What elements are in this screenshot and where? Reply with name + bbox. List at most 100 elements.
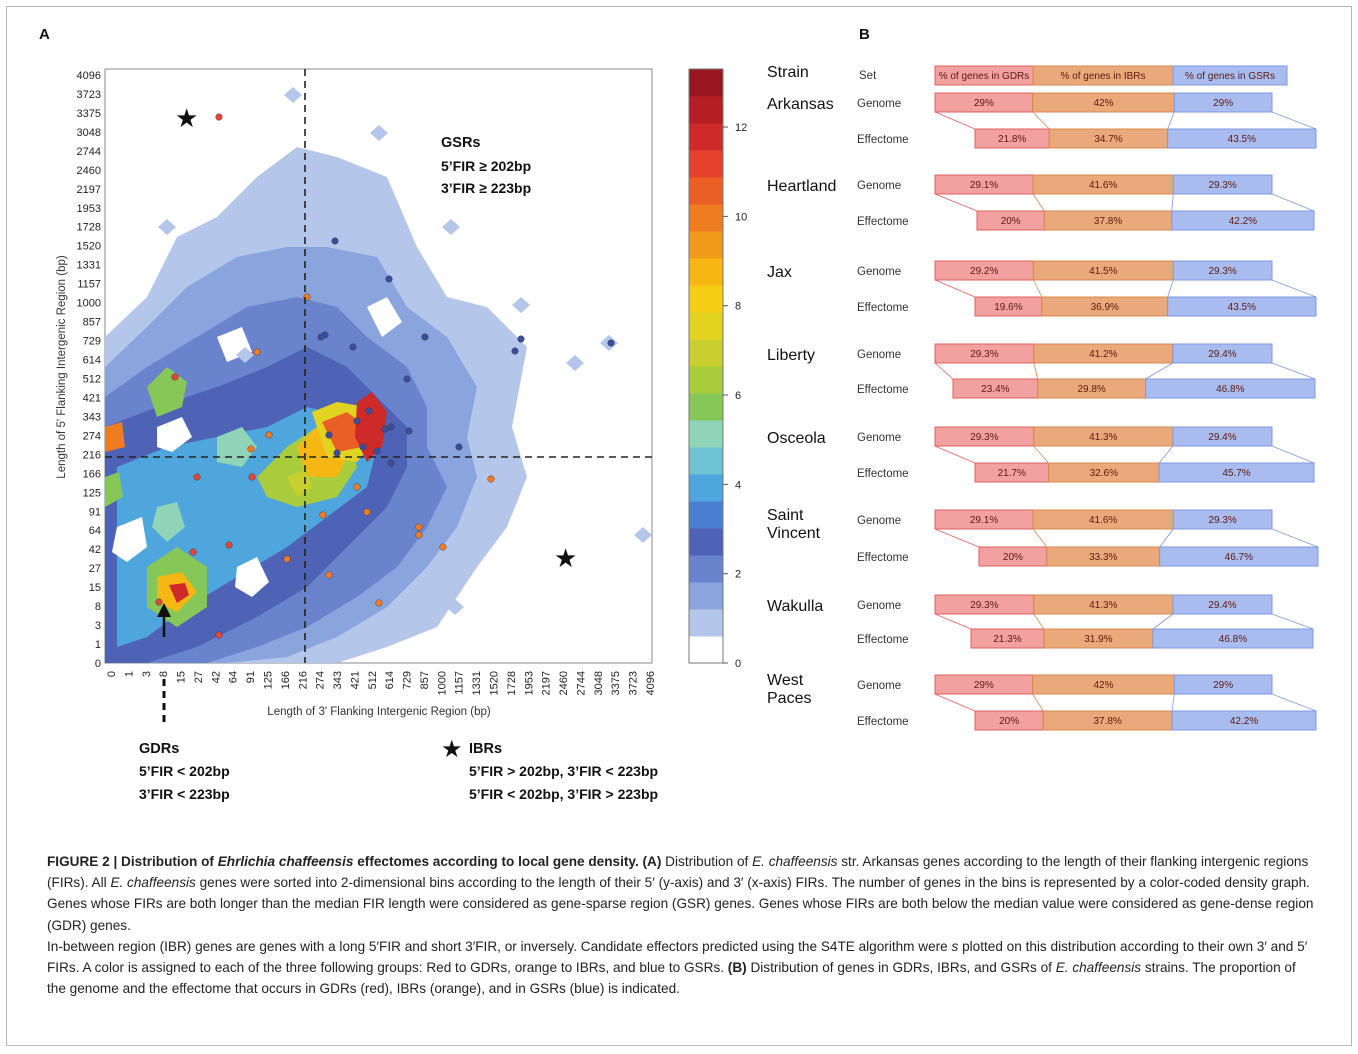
effector-point [253, 348, 261, 356]
genome-segment [1172, 509, 1273, 530]
x-tick-label: 1953 [523, 671, 535, 695]
strain-rows: Arkansas Genome Effectome 29% 42% 29% 21.8% 34.… [767, 92, 1319, 731]
connector-line [1145, 362, 1174, 380]
x-tick-label: 91 [245, 671, 257, 683]
effector-point [353, 483, 361, 491]
genome-label: 29.3% [1208, 180, 1236, 191]
y-tick-label: 3 [95, 620, 101, 632]
colorbar-swatch [689, 420, 723, 448]
y-tick-label: 15 [89, 582, 101, 594]
connector-line [934, 362, 954, 380]
x-tick-label: 2460 [558, 671, 570, 695]
connector-line [934, 693, 976, 712]
effectome-label: 20% [999, 716, 1019, 727]
effectome-label: 20% [1001, 216, 1021, 227]
caption-label-italic: Ehrlichia chaffeensis [217, 854, 354, 869]
gsr-label: GSRs [441, 135, 481, 151]
effector-point [189, 548, 197, 556]
colorbar-swatch [689, 312, 723, 340]
density-cell [446, 599, 464, 615]
strain-name: Paces [767, 690, 811, 707]
strain-name: Liberty [767, 347, 815, 364]
connector-line [934, 528, 980, 548]
genome-label: 41.6% [1089, 180, 1117, 191]
panel-b-bars: Strain Set % of genes in GDRs% of genes … [767, 64, 1319, 731]
strain-row: Wakulla Genome Effectome 29.3% 41.3% 29.4% 21.… [767, 594, 1314, 649]
effectome-label: 21.3% [993, 634, 1021, 645]
x-axis-ticks: 0 1 3 8 15 27 42 64 91 125 166 216 274 343 421 512 614 72… [106, 671, 657, 695]
y-tick-label: 1 [95, 639, 101, 651]
density-contour [152, 502, 185, 542]
x-tick-label: 614 [384, 671, 396, 689]
density-contour [105, 472, 123, 507]
ibr-line-1: 5’FIR > 202bp, 3’FIR < 223bp [469, 763, 658, 779]
effectome-segment [1159, 546, 1319, 567]
caption-label: FIGURE 2 | Distribution of [47, 854, 218, 869]
effector-point [171, 373, 179, 381]
effector-point [607, 339, 615, 347]
connector-line [1271, 193, 1315, 212]
density-cell [512, 297, 530, 313]
connector-line [1271, 528, 1319, 548]
colorbar-swatch [689, 447, 723, 475]
genome-label: 29.4% [1208, 349, 1236, 360]
caption-text-2: str. Arkansas genes according to the len… [47, 854, 1309, 891]
effectome-label: 29.8% [1077, 384, 1105, 395]
connector-line [934, 279, 976, 298]
density-cell [338, 163, 356, 179]
colorbar-swatch [689, 582, 723, 610]
density-contour [169, 583, 189, 603]
x-tick-label: 3723 [628, 671, 640, 695]
effectome-label: 46.8% [1216, 384, 1244, 395]
figure-caption: FIGURE 2 | Distribution of Ehrlichia cha… [47, 851, 1317, 999]
genome-label: 41.3% [1089, 600, 1117, 611]
effectome-label: 37.8% [1093, 716, 1121, 727]
effectome-label: 46.8% [1219, 634, 1247, 645]
gdr-3fir: 3’FIR < 223bp [139, 786, 230, 802]
effector-point [248, 473, 256, 481]
density-contours [105, 87, 652, 663]
gdr-label: GDRs [139, 741, 179, 757]
genome-segment [1172, 260, 1273, 281]
colorbar-swatch [689, 69, 723, 97]
effectome-label: 20% [1003, 552, 1023, 563]
strain-row: Heartland Genome Effectome 29.1% 41.6% 29.3% 2… [767, 174, 1315, 231]
y-tick-label: 64 [89, 525, 101, 537]
effectome-label: 36.9% [1091, 302, 1119, 313]
x-tick-label: 125 [262, 671, 274, 689]
genome-label: 42% [1093, 98, 1113, 109]
density-cell [442, 219, 460, 235]
ibr-label: IBRs [469, 741, 502, 757]
effector-point [405, 427, 413, 435]
connector-line [1159, 528, 1174, 548]
effector-point [385, 275, 393, 283]
connector-line [1167, 279, 1174, 298]
y-tick-label: 2460 [77, 165, 101, 177]
genome-segment [1173, 92, 1273, 113]
colorbar-swatch [689, 285, 723, 313]
connector-line [1167, 111, 1175, 130]
effectome-segment [1158, 462, 1315, 483]
x-tick-label: 1 [123, 671, 135, 677]
x-tick-label: 166 [280, 671, 292, 689]
genome-label: 29% [1213, 680, 1233, 691]
connector-line [1033, 445, 1049, 464]
y-tick-label: 857 [83, 317, 101, 329]
effectome-set-label: Effectome [857, 216, 909, 228]
y-tick-label: 1157 [77, 279, 101, 291]
x-tick-label: 274 [315, 671, 327, 689]
effectome-label: 46.7% [1225, 552, 1253, 563]
connector-line [934, 111, 976, 130]
star-icon: ★ [554, 543, 577, 573]
y-tick-label: 8 [95, 601, 101, 613]
y-tick-label: 1728 [77, 222, 101, 234]
strain-header: Strain [767, 64, 809, 81]
strain-name: West [767, 672, 804, 689]
connector-line [1158, 445, 1174, 464]
y-tick-label: 3723 [77, 89, 101, 101]
y-tick-label: 1520 [77, 241, 101, 253]
connector-line [1033, 613, 1045, 630]
connector-line [934, 193, 978, 212]
x-tick-label: 3 [141, 671, 153, 677]
effectome-label: 42.2% [1229, 216, 1257, 227]
